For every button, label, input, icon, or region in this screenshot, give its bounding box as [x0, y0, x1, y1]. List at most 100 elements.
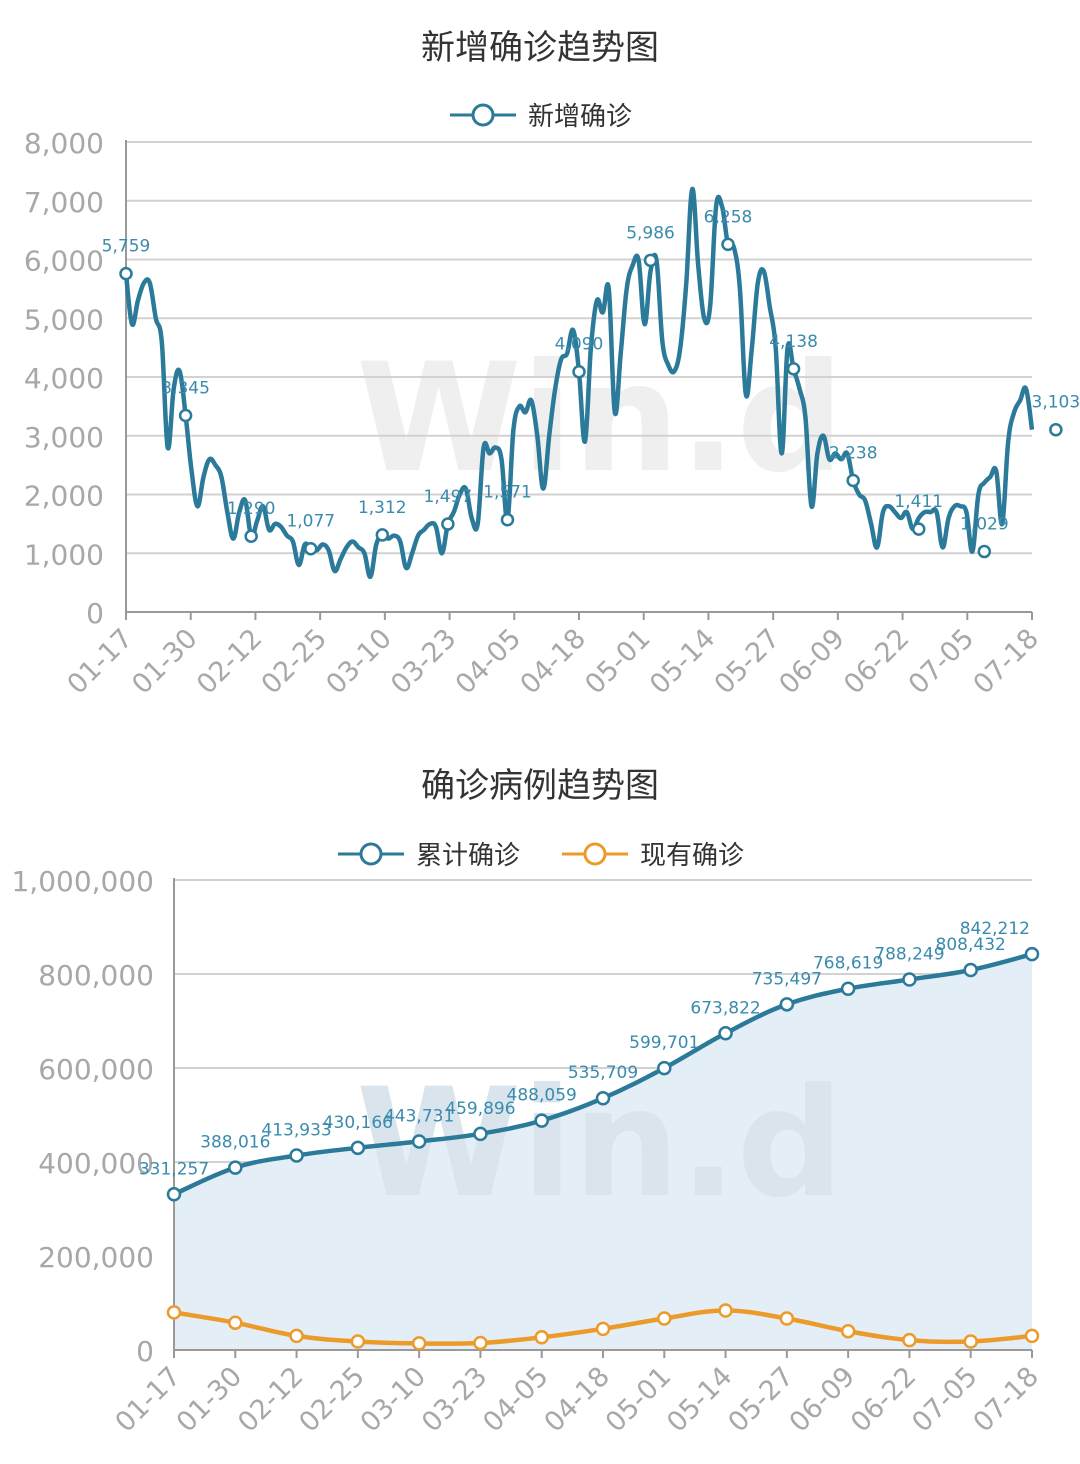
data-point	[721, 237, 735, 252]
data-point	[304, 541, 318, 556]
y-tick-label: 8,000	[24, 127, 104, 160]
data-label: 735,497	[752, 969, 822, 989]
y-tick-label: 0	[86, 597, 104, 630]
series-area-cumulative	[174, 954, 1032, 1350]
data-label: 488,059	[507, 1086, 577, 1106]
data-label: 599,701	[629, 1033, 699, 1053]
y-tick-label: 2,000	[24, 480, 104, 513]
legend-line-circle-icon	[449, 103, 516, 126]
x-tick-label: 04-18	[539, 1361, 616, 1438]
x-tick-label: 07-18	[968, 1361, 1045, 1438]
data-label: 1,497	[424, 487, 473, 507]
y-tick-label: 4,000	[24, 362, 104, 395]
data-point	[119, 266, 133, 281]
data-label: 6,258	[704, 207, 753, 227]
y-tick-label: 0	[136, 1335, 154, 1368]
chart1-plot: Win.d 0 1,000 2,000 3,000 4,000 5,000 6,000 7,00…	[24, 127, 1080, 700]
chart1-legend[interactable]: 新增确诊	[0, 96, 1080, 133]
watermark-text: Win.d	[356, 332, 844, 506]
data-point-current	[534, 1330, 549, 1345]
legend-item-cumulative[interactable]: 累计确诊	[336, 835, 520, 872]
y-tick-label: 200,000	[38, 1241, 154, 1274]
data-point-cumulative	[657, 1060, 672, 1076]
chart2-legend[interactable]: 累计确诊 现有确诊	[0, 835, 1080, 872]
x-tick-label: 07-05	[906, 1361, 983, 1438]
data-point-current	[411, 1336, 427, 1351]
y-tick-label: 600,000	[38, 1053, 154, 1086]
data-point	[244, 529, 258, 543]
data-label: 535,709	[568, 1063, 638, 1083]
data-point-cumulative	[411, 1134, 427, 1149]
data-point	[178, 408, 193, 423]
x-tick-label: 06-22	[845, 1361, 922, 1438]
y-tick-label: 1,000	[24, 538, 104, 571]
legend-label-current: 现有确诊	[640, 841, 745, 871]
data-label: 1,571	[483, 483, 532, 503]
data-point-current	[595, 1321, 611, 1337]
data-point	[441, 517, 455, 531]
data-point-current	[718, 1303, 733, 1318]
data-point-cumulative	[289, 1148, 304, 1163]
data-label: 788,249	[874, 945, 944, 965]
data-point-cumulative	[1024, 946, 1040, 962]
data-point-current	[228, 1315, 243, 1330]
data-point-current	[1024, 1328, 1040, 1344]
data-point-cumulative	[595, 1090, 611, 1106]
data-point-cumulative	[963, 962, 978, 978]
y-tick-label: 1,000,000	[11, 865, 154, 898]
data-point	[643, 253, 658, 268]
data-point-current	[166, 1305, 182, 1320]
data-point	[500, 512, 515, 527]
y-tick-label: 5,000	[24, 303, 104, 336]
y-tick-label: 7,000	[24, 186, 104, 219]
data-label: 459,896	[445, 1099, 515, 1119]
data-point-cumulative	[779, 997, 795, 1012]
data-point	[977, 544, 992, 559]
x-tick-label: 02-25	[293, 1361, 370, 1438]
data-point-current	[779, 1311, 795, 1326]
legend-item-current[interactable]: 现有确诊	[560, 835, 744, 872]
data-label: 842,212	[960, 919, 1030, 939]
x-tick-label: 06-09	[784, 1361, 861, 1438]
x-tick-label: 03-10	[355, 1361, 432, 1438]
data-label: 413,933	[261, 1120, 331, 1140]
data-label: 331,257	[139, 1159, 209, 1179]
legend-line-circle-icon	[337, 842, 404, 865]
watermark-text: Win.d	[356, 1057, 844, 1231]
x-tick-label: 05-27	[722, 1361, 799, 1438]
data-point-cumulative	[166, 1187, 182, 1202]
x-tick-label: 02-12	[232, 1361, 309, 1438]
data-label: 443,731	[384, 1106, 454, 1126]
data-label: 1,077	[286, 512, 335, 532]
y-tick-label: 400,000	[38, 1147, 154, 1180]
y-tick-label: 6,000	[24, 245, 104, 278]
x-tick-label: 03-23	[416, 1361, 493, 1438]
data-point	[912, 522, 926, 536]
data-point-cumulative	[840, 981, 856, 996]
data-point-current	[473, 1335, 488, 1351]
data-point-cumulative	[718, 1026, 733, 1041]
data-label: 388,016	[200, 1133, 270, 1153]
series-line-new-confirmed	[123, 186, 1035, 580]
legend-label-new-confirmed: 新增确诊	[527, 102, 632, 132]
legend-item-new-confirmed[interactable]: 新增确诊	[448, 96, 632, 133]
data-point	[375, 528, 390, 542]
data-point-current	[350, 1334, 366, 1349]
data-label: 1,411	[894, 492, 943, 512]
legend-line-circle-icon	[562, 842, 628, 865]
data-label: 4,138	[769, 332, 818, 352]
data-point	[1049, 422, 1063, 437]
data-point-current	[289, 1328, 304, 1344]
data-point	[786, 362, 801, 376]
data-label: 5,986	[626, 223, 675, 243]
data-label: 768,619	[813, 954, 883, 974]
data-point-current	[902, 1332, 917, 1348]
data-label: 4,090	[555, 335, 604, 355]
data-label: 673,822	[690, 998, 760, 1018]
y-tick-label: 800,000	[38, 959, 154, 992]
data-label: 1,029	[960, 515, 1009, 535]
chart1-title: 新增确诊趋势图	[421, 28, 659, 68]
data-label: 1,290	[227, 499, 276, 519]
data-label: 2,238	[829, 444, 878, 464]
data-label: 1,312	[358, 498, 407, 518]
